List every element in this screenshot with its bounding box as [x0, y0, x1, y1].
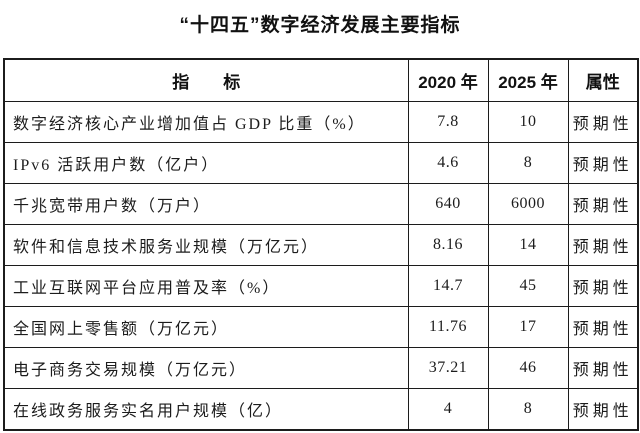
attribute-cell: 预期性: [567, 306, 639, 348]
value-2020-cell: 7.8: [407, 101, 489, 143]
indicator-cell: 在线政务服务实名用户规模（亿）: [3, 388, 409, 431]
indicator-cell: 全国网上零售额（万亿元）: [3, 306, 409, 348]
value-2020-cell: 14.7: [407, 265, 489, 307]
attribute-cell: 预期性: [567, 347, 639, 389]
value-2020-cell: 640: [407, 183, 489, 225]
attribute-cell: 预期性: [567, 101, 639, 143]
value-2025-cell: 45: [487, 265, 569, 307]
value-2025-cell: 46: [487, 347, 569, 389]
attribute-cell: 预期性: [567, 224, 639, 266]
indicator-cell: IPv6 活跃用户数（亿户）: [3, 142, 409, 184]
table-row: 工业互联网平台应用普及率（%） 14.7 45 预期性: [3, 265, 639, 307]
value-2025-cell: 14: [487, 224, 569, 266]
table-row: 电子商务交易规模（万亿元） 37.21 46 预期性: [3, 347, 639, 389]
table-row: 在线政务服务实名用户规模（亿） 4 8 预期性: [3, 388, 639, 431]
value-2025-cell: 17: [487, 306, 569, 348]
value-2020-cell: 4.6: [407, 142, 489, 184]
value-2020-cell: 37.21: [407, 347, 489, 389]
attribute-cell: 预期性: [567, 265, 639, 307]
value-2020-cell: 4: [407, 388, 489, 431]
column-header-2025: 2025 年: [487, 58, 569, 102]
table-row: 数字经济核心产业增加值占 GDP 比重（%） 7.8 10 预期性: [3, 101, 639, 143]
indicators-table: 指 标 2020 年 2025 年 属性 数字经济核心产业增加值占 GDP 比重…: [3, 58, 639, 431]
page-title: “十四五”数字经济发展主要指标: [179, 15, 461, 36]
value-2025-cell: 10: [487, 101, 569, 143]
value-2025-cell: 8: [487, 388, 569, 431]
table-row: 软件和信息技术服务业规模（万亿元） 8.16 14 预期性: [3, 224, 639, 266]
indicator-cell: 电子商务交易规模（万亿元）: [3, 347, 409, 389]
indicator-cell: 软件和信息技术服务业规模（万亿元）: [3, 224, 409, 266]
value-2020-cell: 11.76: [407, 306, 489, 348]
header-row: 指 标 2020 年 2025 年 属性: [3, 58, 639, 102]
attribute-cell: 预期性: [567, 183, 639, 225]
attribute-cell: 预期性: [567, 142, 639, 184]
value-2020-cell: 8.16: [407, 224, 489, 266]
attribute-cell: 预期性: [567, 388, 639, 431]
column-header-attribute: 属性: [567, 58, 639, 102]
table-row: IPv6 活跃用户数（亿户） 4.6 8 预期性: [3, 142, 639, 184]
value-2025-cell: 6000: [487, 183, 569, 225]
column-header-2020: 2020 年: [407, 58, 489, 102]
indicator-cell: 数字经济核心产业增加值占 GDP 比重（%）: [3, 101, 409, 143]
indicator-cell: 千兆宽带用户数（万户）: [3, 183, 409, 225]
table-row: 千兆宽带用户数（万户） 640 6000 预期性: [3, 183, 639, 225]
indicator-cell: 工业互联网平台应用普及率（%）: [3, 265, 409, 307]
column-header-indicator: 指 标: [3, 58, 409, 102]
value-2025-cell: 8: [487, 142, 569, 184]
table-row: 全国网上零售额（万亿元） 11.76 17 预期性: [3, 306, 639, 348]
